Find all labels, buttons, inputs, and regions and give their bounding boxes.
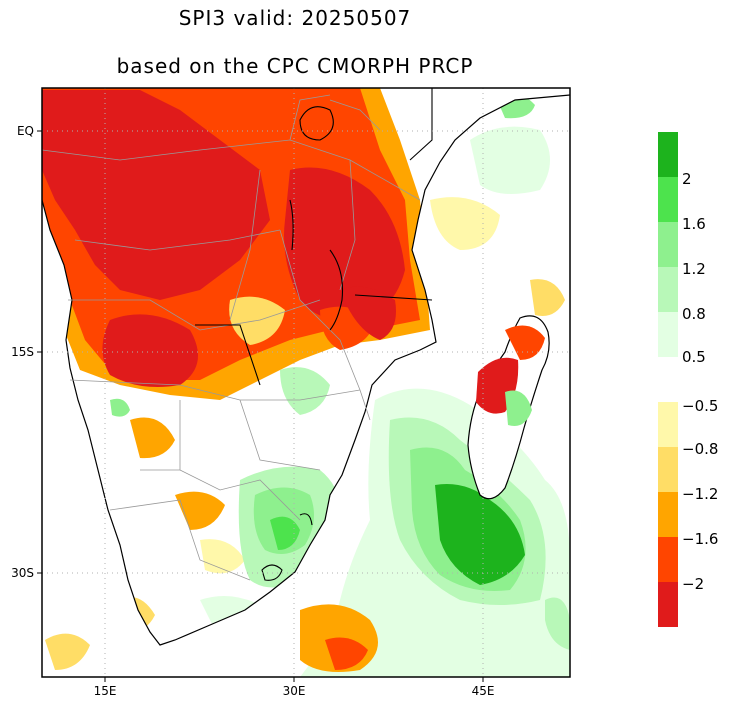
- colorbar-label-neg-1-6: −1.6: [682, 530, 718, 548]
- map-frame: [41, 87, 571, 678]
- colorbar-label-2: 2: [682, 170, 692, 188]
- colorbar-label-neg-1-2: −1.2: [682, 485, 718, 503]
- africa-coastline: [42, 94, 570, 646]
- y-tick-label-eq: EQ: [17, 124, 34, 138]
- colorbar-swatch-wet-0: [658, 132, 678, 177]
- colorbar-label-neg-0-5: −0.5: [682, 397, 718, 415]
- colorbar-label-0-5: 0.5: [682, 348, 706, 366]
- colorbar-swatch-wet-4: [658, 312, 678, 357]
- y-tick-label-15s: 15S: [11, 345, 34, 359]
- colorbar-swatch-dry-3: [658, 537, 678, 582]
- colorbar-label-1-6: 1.6: [682, 215, 706, 233]
- colorbar-label-neg-0-8: −0.8: [682, 440, 718, 458]
- colorbar-swatch-wet-3: [658, 267, 678, 312]
- y-tick-label-30s: 30S: [11, 566, 34, 580]
- colorbar-swatch-dry-2: [658, 492, 678, 537]
- colorbar-label-0-8: 0.8: [682, 305, 706, 323]
- colorbar-swatch-dry-1: [658, 447, 678, 492]
- colorbar-label-1-2: 1.2: [682, 260, 706, 278]
- colorbar-label-neg-2: −2: [682, 575, 704, 593]
- map-subtitle: based on the CPC CMORPH PRCP: [116, 54, 474, 78]
- x-tick-label-30e: 30E: [283, 684, 306, 698]
- graticule: [42, 88, 570, 677]
- colorbar-swatch-wet-1: [658, 177, 678, 222]
- x-tick-label-15e: 15E: [94, 684, 117, 698]
- lake-outlines: [195, 88, 433, 581]
- colorbar-swatch-wet-2: [658, 222, 678, 267]
- colorbar-swatch-dry-4: [658, 582, 678, 627]
- x-tick-label-45e: 45E: [472, 684, 495, 698]
- ocean-spi-patches: [45, 92, 570, 677]
- map-title: SPI3 valid: 20250507: [178, 6, 412, 30]
- map-area: [42, 88, 570, 677]
- colorbar-swatch-dry-0: [658, 402, 678, 447]
- country-borders: [42, 94, 421, 581]
- axis-ticks: [37, 130, 484, 682]
- colorbar: 2 1.6 1.2 0.8 0.5 −0.5 −0.8 −1.2 −1.6 −2: [658, 132, 718, 627]
